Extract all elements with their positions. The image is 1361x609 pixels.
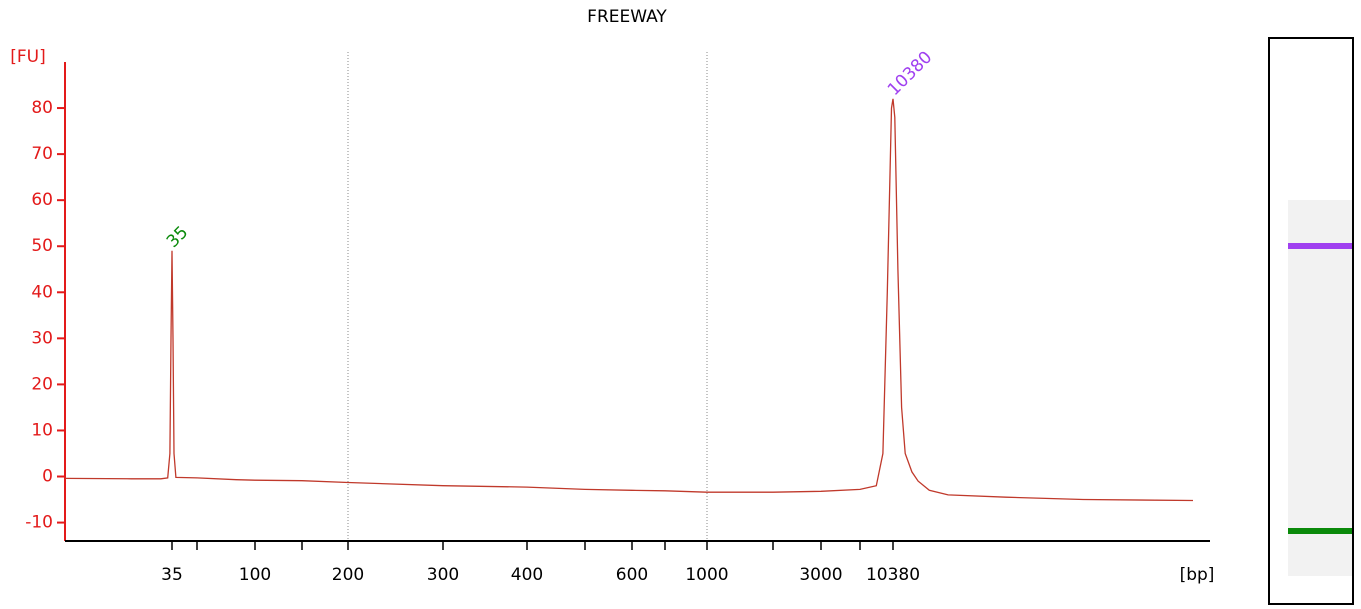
- gel-band: [1288, 243, 1352, 249]
- y-tick-label: 50: [31, 236, 53, 256]
- x-tick-label: 600: [616, 565, 648, 585]
- y-tick-label: 0: [42, 467, 53, 487]
- x-tick-label: 3000: [799, 565, 842, 585]
- y-axis-label: [FU]: [10, 47, 46, 67]
- gel-background: [1288, 200, 1352, 576]
- y-tick-label: 70: [31, 144, 53, 164]
- x-axis-label: [bp]: [1180, 565, 1215, 585]
- y-tick-label: 10: [31, 420, 53, 440]
- peak-label: 10380: [884, 48, 936, 100]
- y-tick-label: 80: [31, 98, 53, 118]
- y-tick-label: 20: [31, 374, 53, 394]
- x-tick-label: 300: [427, 565, 459, 585]
- y-tick-label: 60: [31, 190, 53, 210]
- x-tick-label: 200: [332, 565, 364, 585]
- x-tick-label: 10380: [866, 565, 920, 585]
- x-tick-label: 1000: [685, 565, 728, 585]
- peak-label: 35: [163, 222, 192, 251]
- chart-title: FREEWAY: [587, 7, 667, 27]
- x-tick-label: 100: [239, 565, 271, 585]
- x-tick-label: 400: [511, 565, 543, 585]
- gel-band: [1288, 528, 1352, 534]
- y-tick-label: -10: [25, 513, 53, 533]
- x-tick-label: 35: [161, 565, 183, 585]
- trace-line: [64, 98, 1194, 502]
- y-tick-label: 30: [31, 328, 53, 348]
- y-tick-label: 40: [31, 282, 53, 302]
